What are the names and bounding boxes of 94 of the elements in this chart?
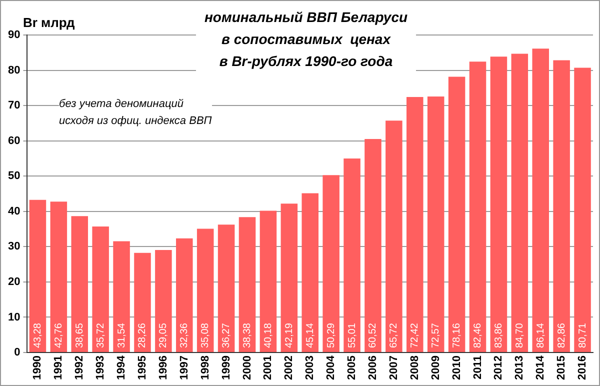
- bar: [406, 97, 424, 352]
- bar: [260, 210, 277, 352]
- bar: [196, 228, 214, 352]
- bar: [386, 120, 402, 352]
- data-label: 82,46: [472, 322, 484, 348]
- x-tick-label: 2010: [450, 356, 463, 380]
- bar: [574, 68, 591, 352]
- data-label: 55,01: [346, 322, 358, 348]
- x-tick-label: 1994: [116, 354, 128, 380]
- data-label: 82,86: [556, 322, 568, 348]
- x-tick-label: 2009: [430, 356, 442, 380]
- bar: [92, 226, 109, 352]
- x-tick-label: 2003: [304, 356, 316, 380]
- data-label: 84,70: [514, 322, 526, 348]
- data-label: 40,18: [262, 322, 274, 348]
- x-tick-label: 2014: [534, 354, 547, 380]
- x-tick-label: 1990: [32, 356, 44, 380]
- x-tick-label: 2012: [492, 356, 505, 380]
- bar: [511, 54, 528, 352]
- data-label: 83,86: [493, 322, 504, 348]
- data-label: 42,76: [53, 322, 64, 348]
- data-label: 35,08: [200, 322, 212, 348]
- x-tick-label: 2000: [241, 356, 254, 380]
- x-tick-label: 2002: [283, 356, 296, 380]
- bar: [29, 200, 46, 352]
- y-tick-label: 0: [14, 346, 20, 359]
- bar: [322, 175, 340, 352]
- x-tick-label: 1999: [220, 356, 232, 380]
- y-tick-label: 40: [8, 205, 20, 218]
- data-label: 72,42: [410, 322, 421, 348]
- bar: [448, 76, 466, 352]
- data-label: 78,16: [452, 322, 463, 348]
- bar: [490, 56, 508, 352]
- data-label: 65,72: [388, 322, 400, 348]
- bar: [113, 241, 130, 352]
- bar: [238, 217, 256, 352]
- data-label: 28,26: [137, 322, 148, 348]
- x-tick-label: 2004: [325, 354, 338, 380]
- x-tick-label: 1997: [178, 356, 190, 380]
- data-label: 60,52: [368, 322, 379, 348]
- y-tick-label: 10: [8, 311, 20, 324]
- y-tick-label: 30: [8, 240, 20, 253]
- y-tick-label: 20: [8, 276, 20, 288]
- data-label: 72,57: [430, 322, 442, 348]
- y-axis-title: Br млрд: [23, 15, 75, 30]
- chart-title: номинальный ВВП Беларуси в сопоставимых ценах в Br-рублях 1990-го года: [196, 6, 416, 72]
- data-label: 32,36: [179, 322, 190, 348]
- bar: [532, 48, 549, 352]
- data-label: 29,05: [158, 322, 170, 348]
- annotation: без учета деноминаций исходя из офиц. индекса ВВП: [59, 96, 212, 130]
- data-label: 36,27: [221, 322, 232, 348]
- x-tick-label: 1998: [199, 356, 212, 380]
- bar: [280, 204, 298, 352]
- y-tick-label: 60: [8, 134, 20, 147]
- data-label: 38,65: [74, 322, 86, 348]
- bar: [553, 60, 570, 352]
- bar: [302, 193, 318, 352]
- x-tick-label: 1996: [157, 356, 170, 380]
- data-label: 50,29: [326, 322, 337, 348]
- x-tick-label: 2007: [388, 356, 400, 380]
- data-label: 80,71: [577, 322, 588, 348]
- bar: [218, 224, 235, 352]
- x-tick-label: 2013: [514, 356, 526, 380]
- bar: [364, 139, 382, 352]
- x-tick-label: 2015: [556, 356, 568, 380]
- x-tick-label: 1991: [52, 356, 65, 380]
- x-tick-label: 1992: [74, 356, 86, 380]
- data-label: 43,28: [32, 322, 44, 348]
- y-tick-label: 70: [8, 100, 20, 112]
- data-label: 86,14: [535, 322, 546, 348]
- bar: [155, 250, 172, 352]
- bar: [344, 158, 360, 352]
- bar: [176, 238, 193, 352]
- data-label: 42,19: [284, 322, 295, 348]
- bar: [134, 252, 151, 352]
- data-label: 31,54: [116, 322, 128, 348]
- bar: [427, 96, 444, 352]
- y-tick-label: 90: [8, 29, 20, 42]
- x-tick-label: 2005: [346, 356, 358, 380]
- data-label: 38,38: [242, 322, 254, 348]
- data-label: 45,14: [304, 322, 316, 348]
- x-tick-label: 2008: [408, 356, 421, 380]
- bar: [50, 202, 68, 352]
- bar: [71, 216, 88, 352]
- bar: [469, 62, 486, 352]
- x-tick-label: 1993: [94, 356, 107, 380]
- x-tick-label: 2001: [262, 356, 274, 380]
- y-tick-label: 50: [8, 170, 20, 182]
- x-tick-label: 1995: [136, 356, 149, 380]
- data-label: 35,72: [95, 322, 106, 348]
- y-tick-label: 80: [8, 64, 20, 76]
- x-tick-label: 2006: [367, 356, 380, 380]
- x-tick-label: 2016: [576, 356, 589, 380]
- x-tick-label: 2011: [472, 356, 484, 380]
